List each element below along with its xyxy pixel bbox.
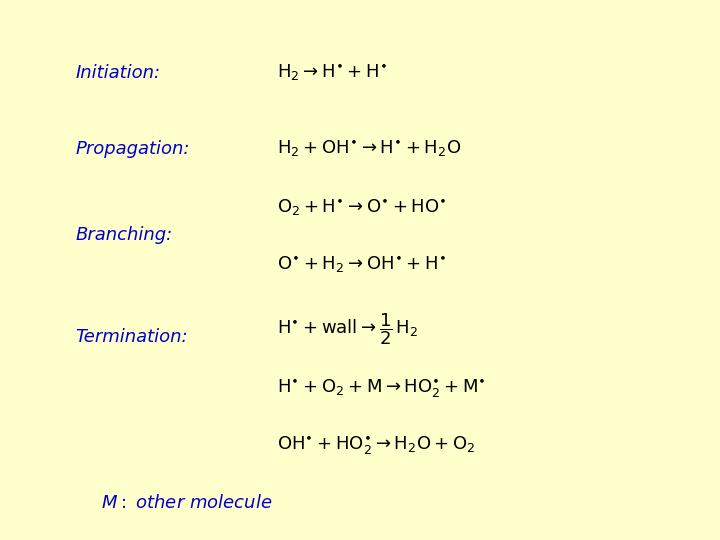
Text: Termination:: Termination: xyxy=(76,328,188,347)
Text: $\mathrm{O_2 + H^{\bullet} \rightarrow O^{\bullet} + HO^{\bullet}}$: $\mathrm{O_2 + H^{\bullet} \rightarrow O… xyxy=(277,198,447,218)
Text: $\mathrm{O^{\bullet} + H_2 \rightarrow OH^{\bullet} + H^{\bullet}}$: $\mathrm{O^{\bullet} + H_2 \rightarrow O… xyxy=(277,254,446,275)
Text: Propagation:: Propagation: xyxy=(76,139,190,158)
Text: $\mathrm{H^{\bullet} + wall \rightarrow \dfrac{1}{2}\,H_2}$: $\mathrm{H^{\bullet} + wall \rightarrow … xyxy=(277,312,418,347)
Text: $\mathrm{H_2 + OH^{\bullet} \rightarrow H^{\bullet} + H_2O}$: $\mathrm{H_2 + OH^{\bullet} \rightarrow … xyxy=(277,138,462,159)
Text: $\mathit{M{:}\ other\ molecule}$: $\mathit{M{:}\ other\ molecule}$ xyxy=(101,494,272,512)
Text: Initiation:: Initiation: xyxy=(76,64,161,82)
Text: $\mathrm{H^{\bullet} + O_2 + M \rightarrow HO_2^{\bullet} + M^{\bullet}}$: $\mathrm{H^{\bullet} + O_2 + M \rightarr… xyxy=(277,377,486,400)
Text: $\mathrm{OH^{\bullet} + HO_2^{\bullet} \rightarrow H_2O + O_2}$: $\mathrm{OH^{\bullet} + HO_2^{\bullet} \… xyxy=(277,434,476,457)
Text: Branching:: Branching: xyxy=(76,226,173,244)
Text: $\mathrm{H_2 \rightarrow H^{\bullet} + H^{\bullet}}$: $\mathrm{H_2 \rightarrow H^{\bullet} + H… xyxy=(277,63,387,83)
